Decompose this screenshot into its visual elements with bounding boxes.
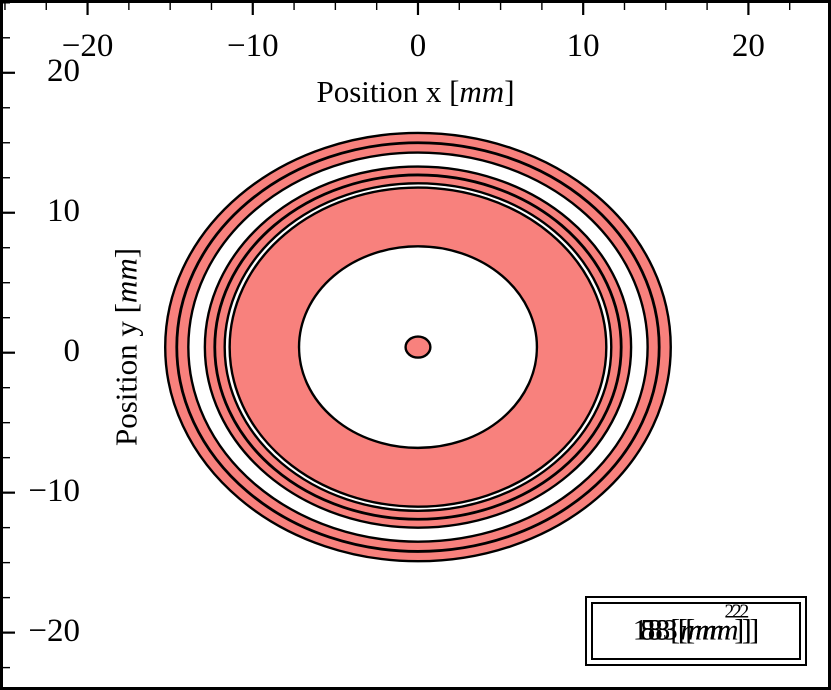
legend-entry-value: 3 xyxy=(647,613,663,647)
y-tick-label: 0 xyxy=(63,332,81,369)
x-axis-label-text: Position x [ xyxy=(316,74,460,109)
x-tick-label: −10 xyxy=(226,28,279,64)
y-axis-label: Position y [mm] xyxy=(108,247,144,447)
x-tick-label: 20 xyxy=(731,28,765,64)
y-tick-label: −20 xyxy=(28,612,80,649)
legend-entry-value: 183 xyxy=(632,613,678,647)
legend-entry: 3 [mm2] xyxy=(647,602,745,647)
x-axis-label: Position x [mm] xyxy=(0,76,831,107)
y-tick-label: 20 xyxy=(47,52,80,89)
y-tick-label: −10 xyxy=(28,472,80,509)
y-axis-label-text: Position y [ xyxy=(108,303,144,447)
legend-entry-unit: mm xyxy=(695,613,739,647)
y-axis-unit: mm xyxy=(108,258,144,304)
x-tick-label: 0 xyxy=(409,28,427,64)
legend-inner-frame xyxy=(591,602,801,660)
x-tick-label: 10 xyxy=(566,28,600,64)
legend-entry-unit: mm xyxy=(680,613,724,647)
legend: 183 [mm2] 88 [mm2] 53 [mm2] 3 [mm2] xyxy=(585,596,807,666)
legend-entry-value: 53 xyxy=(640,613,671,647)
x-axis-unit: mm xyxy=(459,74,505,109)
outer-annulus-mid-line xyxy=(175,141,661,553)
legend-entries: 183 [mm2] 88 [mm2] 53 [mm2] 3 [mm2] xyxy=(587,598,805,664)
x-tick-label: −20 xyxy=(61,28,114,64)
center-dot-outer-boundary xyxy=(404,335,432,359)
second-annulus-mid-line xyxy=(213,173,623,521)
legend-entry-unit: mm xyxy=(687,613,732,647)
y-axis-label-suffix: ] xyxy=(108,247,144,259)
legend-entry-value: 88 xyxy=(640,613,671,647)
legend-entry: 183 [mm2] xyxy=(632,602,760,647)
y-tick-label: 10 xyxy=(47,192,80,229)
legend-entry: 53 [mm2] xyxy=(640,602,752,647)
legend-entry: 88 [mm2] xyxy=(640,602,752,647)
legend-entry-unit: mm xyxy=(687,613,732,647)
x-axis-label-suffix: ] xyxy=(504,74,515,109)
